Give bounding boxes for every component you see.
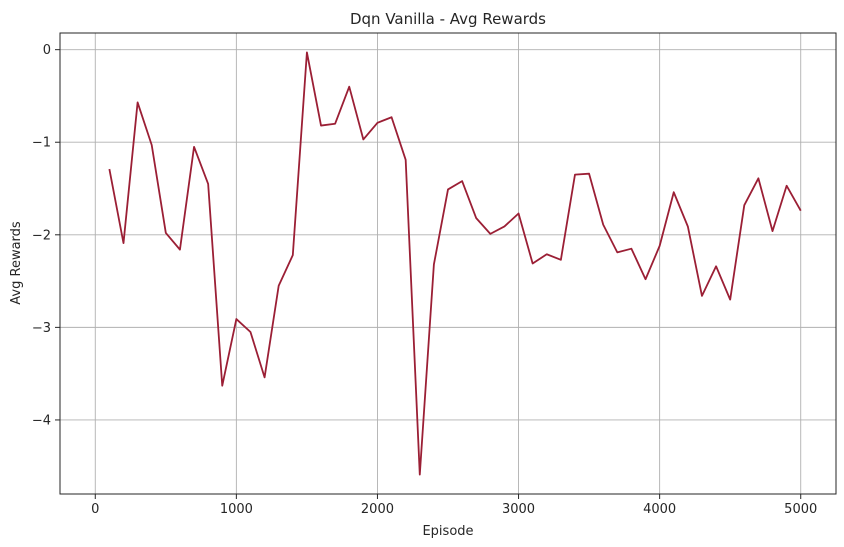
y-tick-label: −1	[32, 136, 51, 151]
y-axis: 0 −1 −2 −3 −4	[32, 43, 60, 428]
x-tick-label: 1000	[220, 502, 253, 517]
grid	[60, 33, 836, 494]
x-axis-label: Episode	[422, 524, 473, 539]
series-line	[108, 51, 802, 476]
x-tick-label: 3000	[502, 502, 535, 517]
x-tick-label: 4000	[643, 502, 676, 517]
y-tick-label: −4	[32, 413, 51, 428]
y-tick-label: 0	[43, 43, 51, 58]
x-tick-label: 0	[91, 502, 99, 517]
series-layer	[108, 51, 802, 476]
x-axis: 0 1000 2000 3000 4000 5000	[91, 494, 817, 517]
y-tick-label: −3	[32, 321, 51, 336]
y-axis-label: Avg Rewards	[9, 221, 24, 305]
x-tick-label: 5000	[784, 502, 817, 517]
chart-title: Dqn Vanilla - Avg Rewards	[350, 10, 546, 28]
y-tick-label: −2	[32, 228, 51, 243]
x-tick-label: 2000	[361, 502, 394, 517]
plot-frame	[59, 32, 837, 495]
